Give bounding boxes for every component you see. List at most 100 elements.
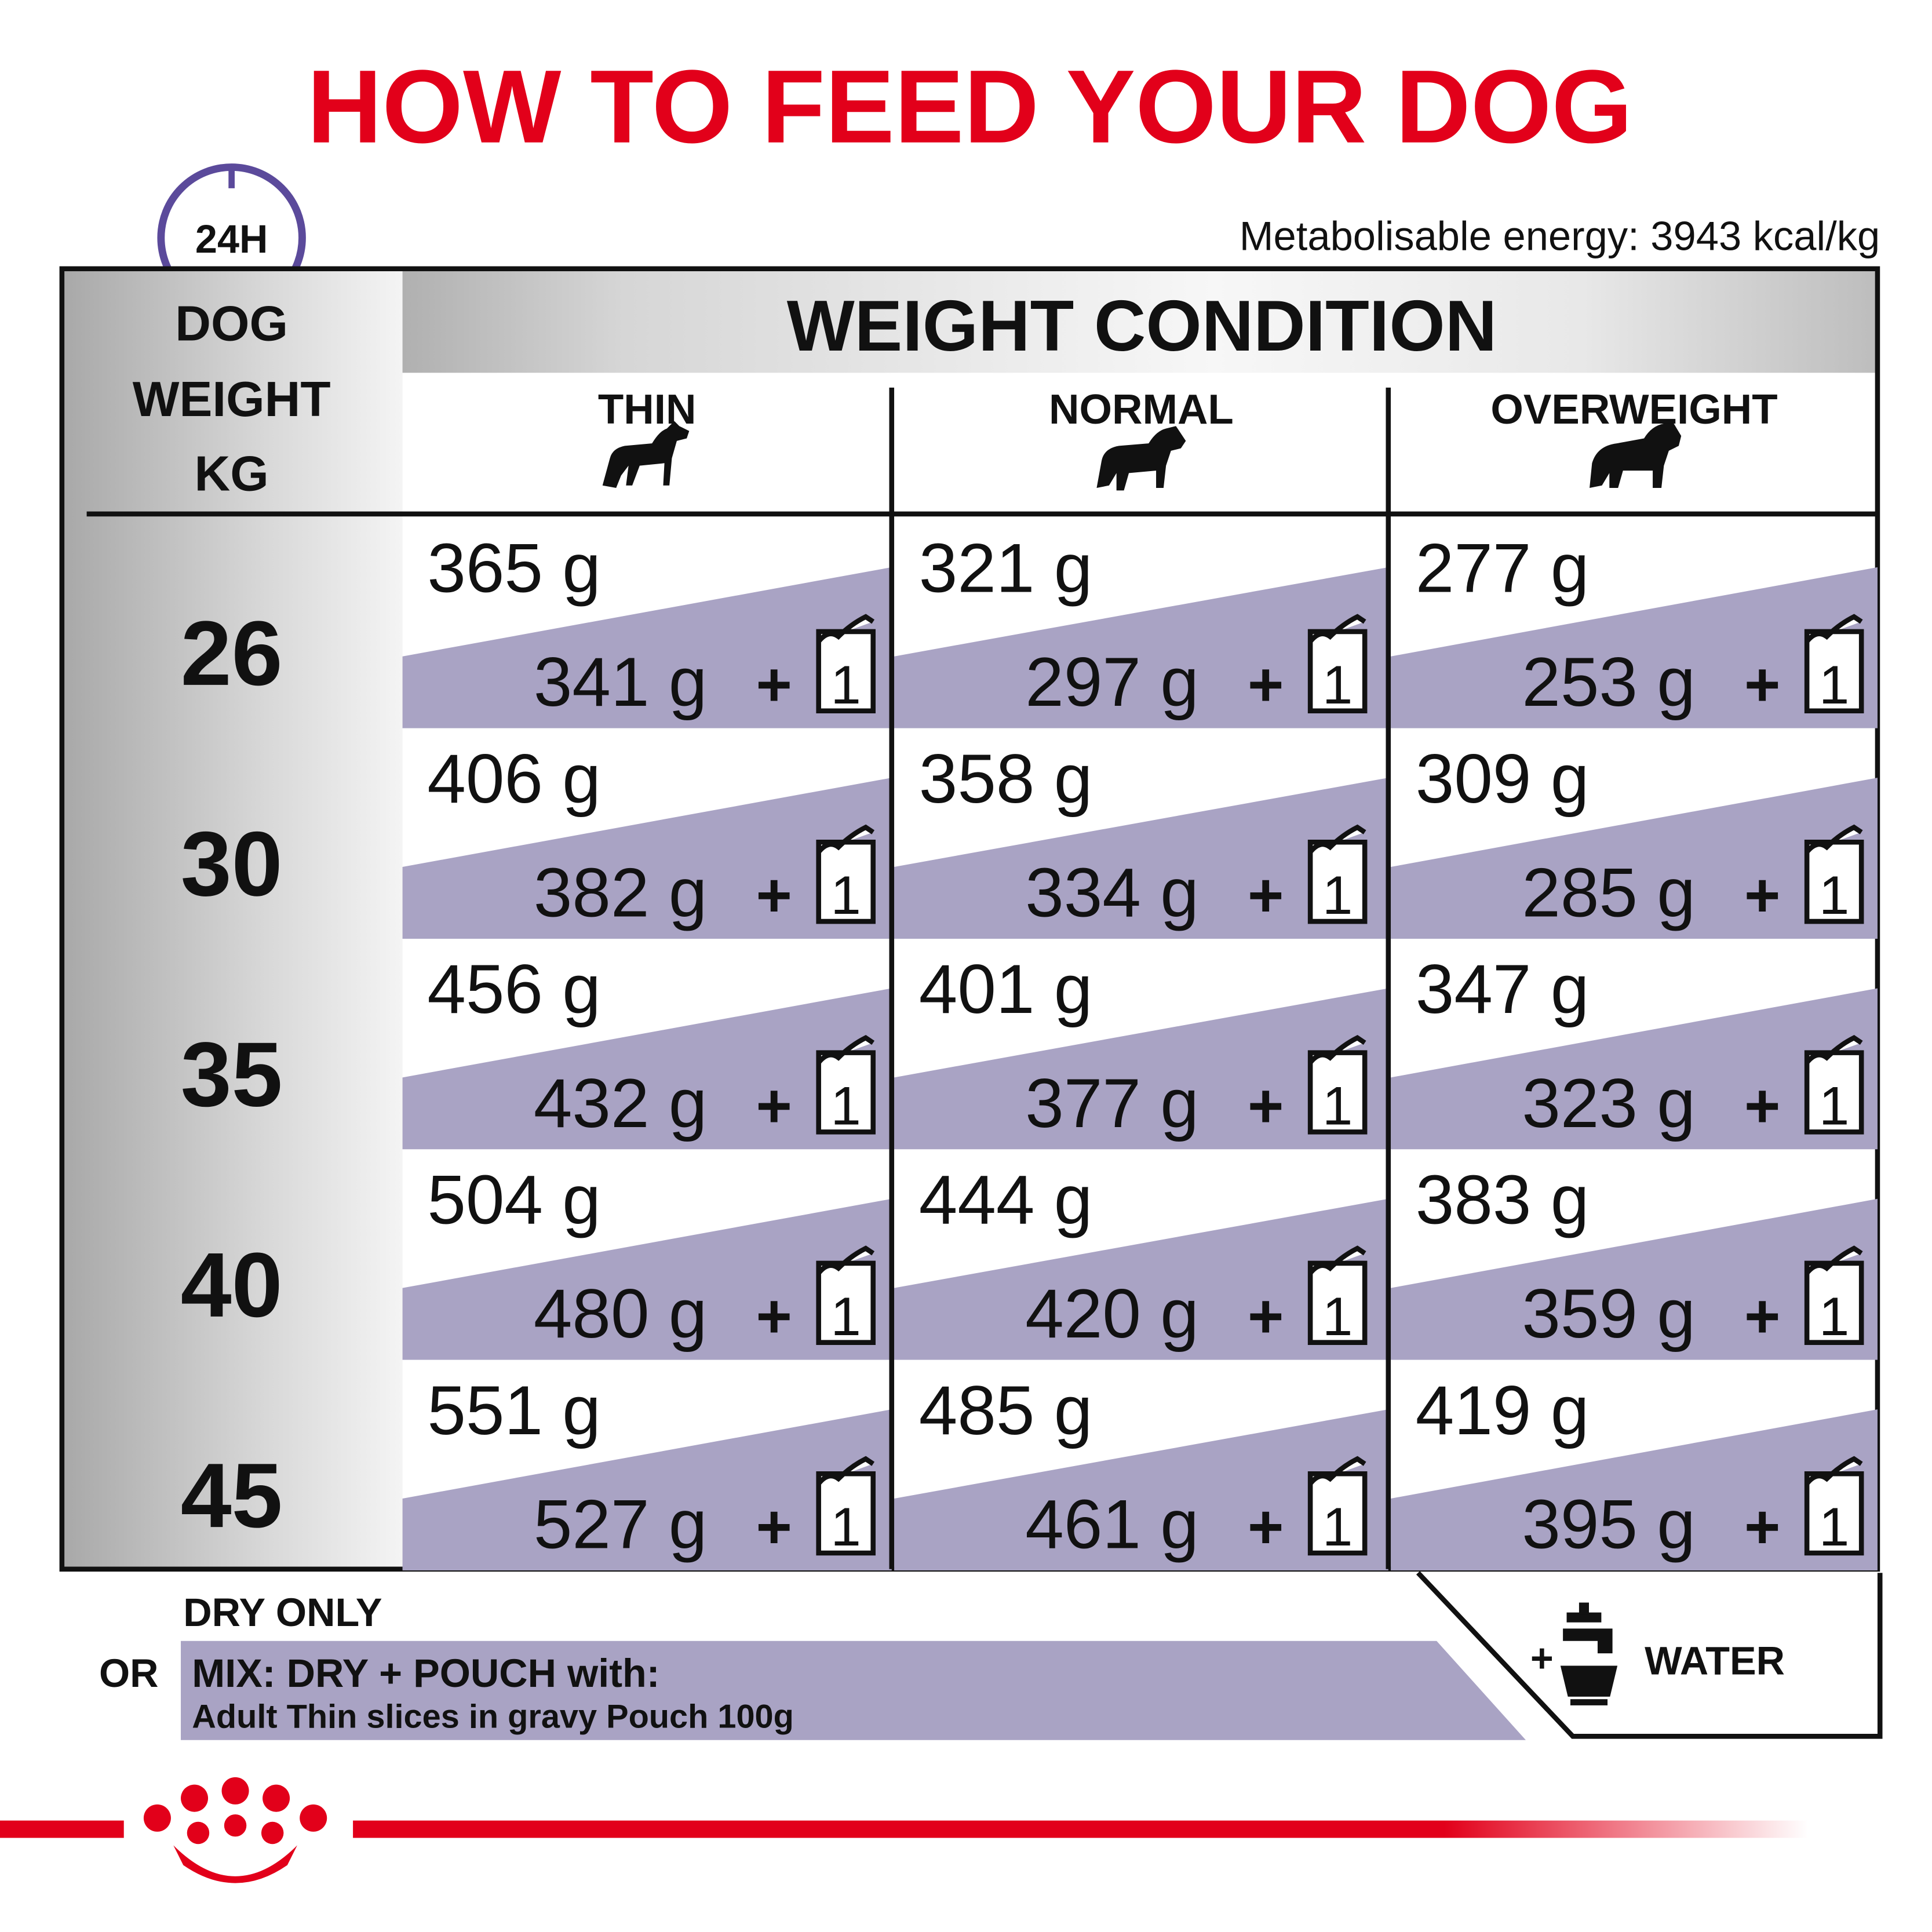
water-label: WATER — [1645, 1639, 1785, 1683]
dry-amount: 419 g — [1416, 1372, 1589, 1449]
brand-line — [0, 1820, 124, 1838]
mix-band — [1391, 988, 1878, 1150]
mix-band — [894, 988, 1388, 1150]
pouch-icon — [1307, 1245, 1368, 1345]
dog-weight: 30 — [181, 812, 283, 915]
plus: + — [1248, 861, 1284, 930]
pouch-icon — [1804, 1245, 1864, 1345]
mix-band — [402, 988, 892, 1150]
brand-logo — [143, 1777, 327, 1883]
weight-header: WEIGHT — [133, 372, 331, 427]
dog-weight: 40 — [181, 1234, 283, 1336]
pouch-count: 1 — [1819, 1076, 1849, 1136]
dog-weight: 26 — [181, 602, 283, 705]
mix-amount: 377 g — [1025, 1065, 1198, 1142]
pouch-count: 1 — [1322, 654, 1353, 715]
condition-header: WEIGHT CONDITION — [787, 286, 1497, 366]
mix-amount: 432 g — [534, 1065, 707, 1142]
mix-amount: 395 g — [1522, 1486, 1695, 1563]
mix-band — [1391, 1198, 1878, 1360]
title: HOW TO FEED YOUR DOG — [307, 49, 1632, 165]
brand-line — [353, 1820, 1809, 1838]
plus: + — [1744, 861, 1780, 930]
plus: + — [1744, 650, 1780, 719]
column-header: NORMAL — [1049, 386, 1234, 433]
dry-amount: 321 g — [919, 530, 1092, 607]
dry-amount: 456 g — [427, 951, 600, 1028]
dry-amount: 309 g — [1416, 741, 1589, 818]
mix-amount: 297 g — [1025, 644, 1198, 721]
dry-amount: 383 g — [1416, 1162, 1589, 1239]
mix-amount: 285 g — [1522, 855, 1695, 932]
plus: + — [756, 861, 792, 930]
plus: + — [1248, 1071, 1284, 1140]
pouch-count: 1 — [831, 1496, 861, 1557]
pouch-count: 1 — [1819, 654, 1849, 715]
dog-icon — [1590, 423, 1682, 489]
mix-amount: 461 g — [1025, 1486, 1198, 1563]
mix-band — [894, 567, 1388, 728]
pouch-icon — [1307, 824, 1368, 924]
pouch-icon — [1804, 614, 1864, 714]
pouch-icon — [816, 1456, 876, 1556]
plus: + — [1744, 1492, 1780, 1561]
pouch-count: 1 — [831, 865, 861, 925]
dry-amount: 504 g — [427, 1162, 600, 1239]
mix-band — [402, 1198, 892, 1360]
pouch-count: 1 — [831, 1286, 861, 1347]
water-plus: + — [1530, 1636, 1554, 1681]
dry-amount: 365 g — [427, 530, 600, 607]
dry-amount: 401 g — [919, 951, 1092, 1028]
dry-amount: 406 g — [427, 741, 600, 818]
dog-weight: 45 — [181, 1444, 283, 1547]
pouch-icon — [1307, 614, 1368, 714]
mix-band — [1391, 1409, 1878, 1570]
plus: + — [1248, 1492, 1284, 1561]
dry-amount: 347 g — [1416, 951, 1589, 1028]
pouch-icon — [1307, 1035, 1368, 1135]
mix-band — [402, 778, 892, 939]
dry-amount: 444 g — [919, 1162, 1092, 1239]
mix-amount: 527 g — [534, 1486, 707, 1563]
pouch-icon — [1804, 1035, 1864, 1135]
mix-band — [1391, 567, 1878, 728]
dog-weight: 35 — [181, 1023, 283, 1126]
pouch-icon — [1307, 1456, 1368, 1556]
mix-band — [402, 1409, 892, 1570]
plus: + — [756, 1071, 792, 1140]
pouch-icon — [816, 1245, 876, 1345]
legend-or: OR — [99, 1652, 159, 1696]
weight-header: DOG — [175, 297, 288, 352]
mix-amount: 253 g — [1522, 644, 1695, 721]
pouch-count: 1 — [1322, 1496, 1353, 1557]
dry-amount: 358 g — [919, 741, 1092, 818]
mix-amount: 359 g — [1522, 1275, 1695, 1353]
pouch-count: 1 — [1322, 1076, 1353, 1136]
legend-dry: DRY ONLY — [183, 1591, 382, 1635]
mix-amount: 341 g — [534, 644, 707, 721]
energy-note: Metabolisable energy: 3943 kcal/kg — [1240, 213, 1880, 259]
plus: + — [1744, 1281, 1780, 1351]
plus: + — [1744, 1071, 1780, 1140]
table-body: THIN NORMAL OVERWEIGHT 26 365 g 341 g +1 321 g 2… — [181, 386, 1878, 1570]
pouch-count: 1 — [831, 654, 861, 715]
mix-band — [1391, 778, 1878, 939]
pouch-icon — [816, 1035, 876, 1135]
pouch-count: 1 — [831, 1076, 861, 1136]
plus: + — [1248, 650, 1284, 719]
pouch-icon — [1804, 1456, 1864, 1556]
badge: 24H — [195, 217, 268, 261]
legend-mix-detail: Adult Thin slices in gravy Pouch 100g — [192, 1698, 794, 1735]
pouch-count: 1 — [1322, 865, 1353, 925]
mix-band — [894, 1198, 1388, 1360]
mix-band — [402, 567, 892, 728]
pouch-icon — [1804, 824, 1864, 924]
water-box — [1416, 1571, 1883, 1739]
dry-amount: 485 g — [919, 1372, 1092, 1449]
legend-mix: MIX: DRY + POUCH with: — [192, 1652, 659, 1696]
plus: + — [1248, 1281, 1284, 1351]
dog-icon — [1096, 426, 1186, 491]
condition-band — [402, 268, 1878, 373]
